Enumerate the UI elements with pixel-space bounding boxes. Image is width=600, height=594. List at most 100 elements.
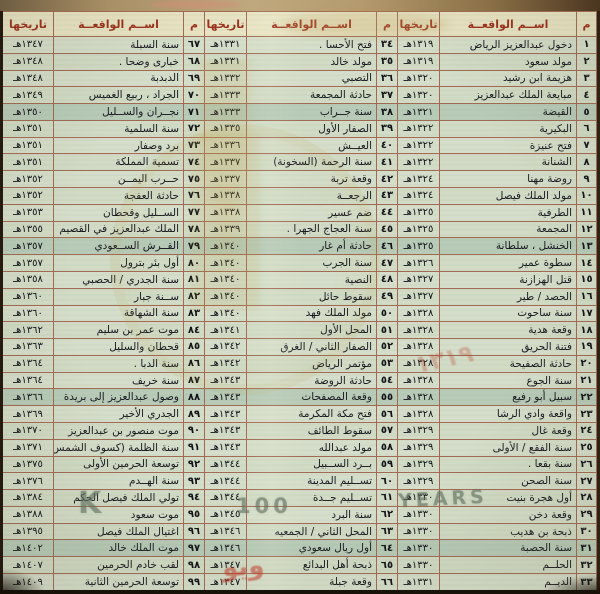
row-number: ٥ [576, 103, 597, 121]
row-number: ٦١ [376, 489, 398, 507]
event-name: مبايعة الملك عبدالعزيز [439, 86, 577, 105]
event-date: ١٣٣٥هـ [204, 119, 247, 138]
event-date: ١٣٤٤هـ [204, 455, 247, 474]
table-row: ٧ فتح عنيزة ١٣٢٢هـ ٤٠ العيــش ١٣٣٦هـ ٧٣ برد وصف… [2, 136, 597, 155]
row-number: ٤٧ [376, 254, 398, 272]
event-date: ١٣٢٨هـ [397, 371, 440, 390]
row-number: ٥٤ [376, 371, 398, 390]
event-name: البكيرية [439, 119, 577, 138]
event-date: ١٣٤٧هـ [204, 556, 247, 574]
event-name: سقوط حائل [246, 287, 377, 306]
table-row: ٢٢ سبيل أبو رفيع ١٣٢٨هـ ٥٥ وقعة المصفحات ١٣٤٣… [2, 388, 597, 407]
event-date: ١٣٣١هـ [397, 573, 440, 591]
row-number: ٩٤ [183, 489, 205, 507]
event-name: الرجعــة [246, 187, 377, 205]
event-date: ١٣٦٢هـ [2, 321, 54, 340]
paper-sheet: م اســم الواقعــة تاريخها م اســم الواقعــة ت… [2, 11, 597, 591]
event-date: ١٣٥١هـ [2, 153, 54, 172]
event-date: ١٣٩٥هـ [2, 522, 54, 541]
row-number: ٧ [576, 136, 597, 155]
row-number: ٦٩ [183, 69, 205, 88]
event-date: ١٣٦٤هـ [2, 354, 54, 373]
event-name: تســليم المدينة [246, 472, 377, 491]
row-number: ٢٧ [576, 472, 597, 491]
event-date: ١٣٤٣هـ [204, 371, 247, 390]
row-number: ٧٤ [183, 153, 205, 172]
row-number: ١٩ [576, 338, 597, 356]
row-number: ٩٢ [183, 455, 205, 474]
event-name: الحلــم [439, 556, 577, 574]
event-date: ١٣١٩هـ [397, 36, 440, 54]
event-date: ١٣٣١هـ [204, 36, 247, 54]
event-date: ١٣٣٠هـ [397, 522, 440, 541]
row-number: ٨٦ [183, 354, 205, 373]
event-date: ١٣٤٦هـ [204, 539, 247, 558]
row-number: ٦٤ [376, 539, 398, 558]
event-date: ١٣٦٠هـ [2, 304, 54, 323]
row-number: ٢٨ [576, 489, 597, 507]
event-date: ١٣٤٧هـ [2, 36, 54, 54]
row-number: ٦٣ [376, 522, 398, 541]
row-number: ٣٨ [376, 103, 398, 121]
event-name: الســليل وقحطان [53, 203, 184, 222]
row-number: ١٠ [576, 187, 597, 205]
table-row: ٦ البكيرية ١٣٢٢هـ ٣٩ الصفار الأول ١٣٣٥هـ ٧٢ سنة… [2, 119, 597, 138]
row-number: ٧٥ [183, 170, 205, 189]
event-name: فتنة الحريق [439, 338, 577, 356]
row-number: ٧٨ [183, 220, 205, 239]
event-name: المحل الثاني / الجمعيه [246, 522, 377, 541]
event-date: ١٣٢٦هـ [397, 254, 440, 272]
event-date: ١٣٢٨هـ [397, 354, 440, 373]
event-name: مولد الملك فيصل [439, 187, 577, 205]
event-name: سنة جــراب [246, 103, 377, 121]
table-row: ١٥ قتل الهزازنة ١٣٢٧هـ ٤٨ النصية ١٣٤٠هـ ٨١ سنة … [2, 270, 597, 289]
event-name: حــرب اليمــن [53, 170, 184, 189]
event-date: ١٣٤٦هـ [204, 522, 247, 541]
event-name: سنة العجاج الجهرا . [246, 220, 377, 239]
event-date: ١٣٢٢هـ [397, 119, 440, 138]
event-name: سنة البرد [246, 505, 377, 524]
table-row: ٢٧ سنة الصحن ١٣٢٩هـ ٦٠ تســليم المدينة ١٣٤٤هـ… [2, 472, 597, 491]
header-event: اســم الواقعــة [439, 11, 577, 37]
event-name: وقعة جبلة [246, 573, 377, 591]
table-row: ٩ روضة مهنا ١٣٢٤هـ ٤٢ وقعة تربة ١٣٣٧هـ ٧٥ حــرب… [2, 170, 597, 189]
scan-smudge [150, 1, 240, 8]
event-date: ١٣٢٨هـ [397, 338, 440, 356]
row-number: ٩٥ [183, 505, 205, 524]
table-row: ٢٣ واقعة وادي الرشا ١٣٢٨هـ ٥٦ فتح مكة المكرم… [2, 405, 597, 423]
scan-edge-bottom [0, 590, 600, 594]
event-name: أول هجرة بنيت [439, 489, 577, 507]
row-number: ٦٥ [376, 556, 398, 574]
scan-edge-left [0, 11, 3, 594]
row-number: ٧٠ [183, 86, 205, 105]
event-name: سنة خريف [53, 371, 184, 390]
table-row: ٣٠ ذبحة بن هديب ١٣٣٠هـ ٦٣ المحل الثاني / الج… [2, 522, 597, 541]
row-number: ٩ [576, 170, 597, 189]
event-date: ١٣٣٣هـ [204, 103, 247, 121]
event-date: ١٣٦٣هـ [2, 338, 54, 356]
row-number: ٨٢ [183, 287, 205, 306]
table-row: ١٨ وقعة هدية ١٣٢٨هـ ٥١ المحل الأول ١٣٤١هـ ٨٤ مو… [2, 321, 597, 340]
row-number: ٧١ [183, 103, 205, 121]
event-date: ١٣٤٠هـ [204, 254, 247, 272]
event-date: ١٣٤٨هـ [2, 52, 54, 71]
row-number: ٧٢ [183, 119, 205, 138]
row-number: ٥٩ [376, 455, 398, 474]
row-number: ٩٩ [183, 573, 205, 591]
event-date: ١٣٣٩هـ [204, 220, 247, 239]
row-number: ٤٩ [376, 287, 398, 306]
event-date: ١٣٤٢هـ [204, 354, 247, 373]
table-row: ٥ القيضة ١٣٢١هـ ٣٨ سنة جــراب ١٣٣٣هـ ٧١ نجــران… [2, 103, 597, 121]
event-date: ١٤٠٢هـ [2, 539, 54, 558]
table-row: ١٢ المجمعة ١٣٢٥هـ ٤٥ سنة العجاج الجهرا . ١٣٣٩… [2, 220, 597, 239]
table-row: ١٩ فتنة الحريق ١٣٢٨هـ ٥٢ الصفار الثاني / الغ… [2, 338, 597, 356]
event-name: واقعة وادي الرشا [439, 405, 577, 423]
row-number: ٨٠ [183, 254, 205, 272]
event-date: ١٣٢١هـ [397, 103, 440, 121]
row-number: ٤٠ [376, 136, 398, 155]
event-date: ١٣٧١هـ [2, 438, 54, 457]
table-row: ١ دخول عبدالعزيز الرياض ١٣١٩هـ ٣٤ فتح الأحسا… [2, 36, 597, 54]
table-row: ١١ الطرفية ١٣٢٥هـ ٤٤ ضم عسير ١٣٣٨هـ ٧٧ الســليل… [2, 203, 597, 222]
row-number: ١٥ [576, 270, 597, 289]
